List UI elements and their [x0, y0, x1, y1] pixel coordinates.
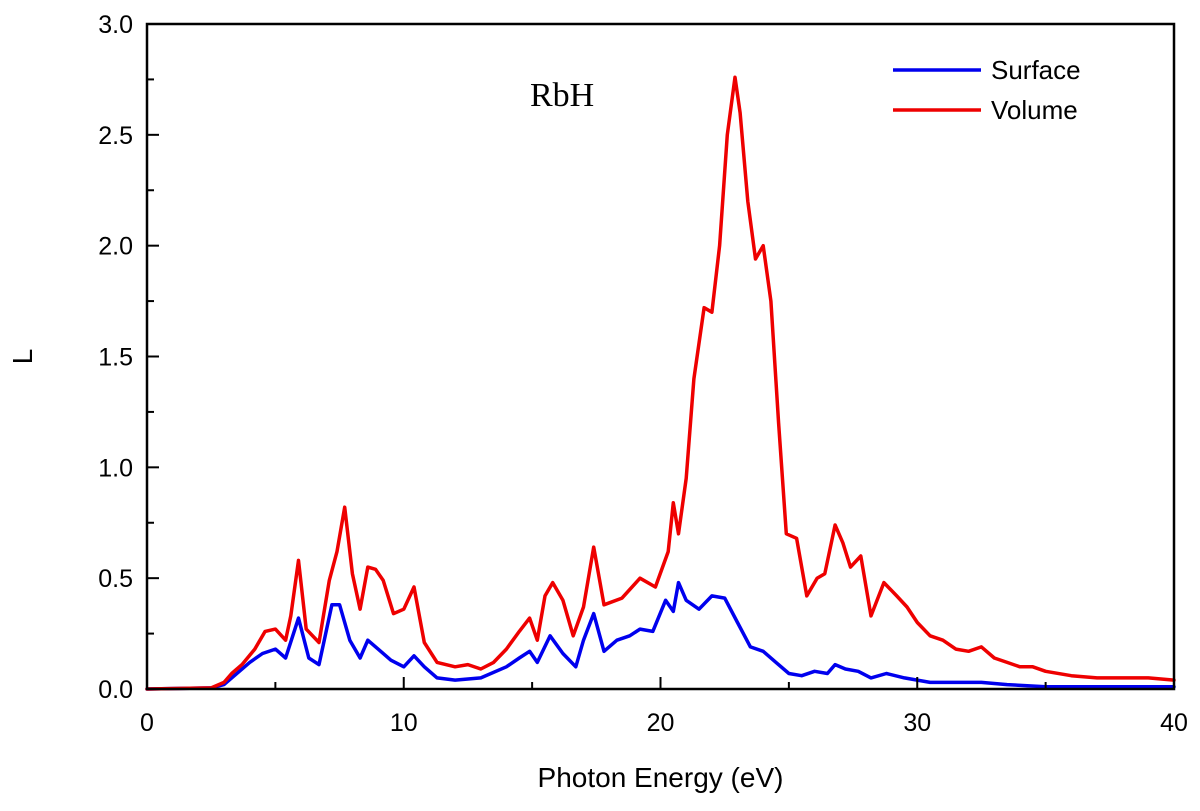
y-axis-title: L	[7, 349, 38, 365]
chart-annotation: RbH	[530, 77, 594, 114]
legend: Surface Volume	[893, 55, 1081, 125]
y-axis-ticks: 0.0 0.5 1.0 1.5 2.0 2.5 3.0	[98, 11, 159, 704]
x-tick-label: 30	[903, 709, 931, 737]
x-tick-label: 0	[140, 709, 154, 737]
x-tick-label: 10	[390, 709, 418, 737]
series-line-volume	[145, 75, 1176, 691]
y-tick-label: 1.5	[98, 344, 133, 372]
y-tick-label: 0.5	[98, 565, 133, 593]
x-axis-ticks: 0 10 20 30 40	[140, 677, 1188, 737]
x-axis-title: Photon Energy (eV)	[538, 762, 784, 793]
y-tick-label: 0.0	[98, 676, 133, 704]
y-tick-label: 3.0	[98, 11, 133, 39]
series-line-surface	[145, 580, 1176, 691]
curves-layer	[145, 75, 1176, 691]
y-tick-label: 2.5	[98, 122, 133, 150]
legend-label-surface: Surface	[991, 55, 1081, 85]
legend-label-volume: Volume	[991, 95, 1078, 125]
x-tick-label: 20	[647, 709, 675, 737]
y-tick-label: 2.0	[98, 233, 133, 261]
x-tick-label: 40	[1160, 709, 1188, 737]
y-tick-label: 1.0	[98, 454, 133, 482]
